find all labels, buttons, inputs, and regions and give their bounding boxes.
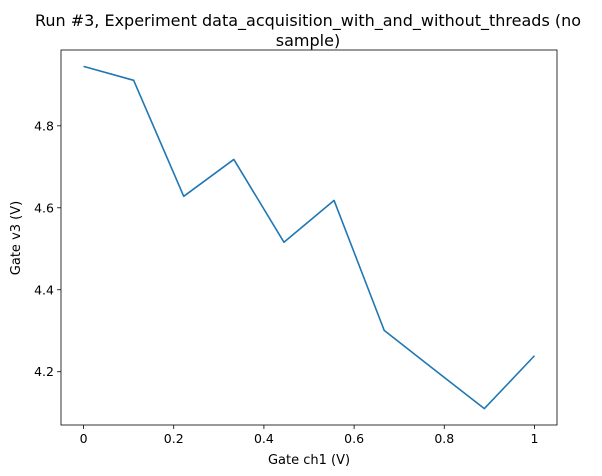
x-axis-label: Gate ch1 (V): [268, 453, 350, 468]
x-tick-label-2: 0.4: [254, 431, 274, 446]
plot-area: 0 0.2 0.4 0.6 0.8 1 4.2 4.4 4.6 4.8: [34, 49, 558, 446]
x-tick-label-4: 0.8: [434, 431, 454, 446]
y-tick-label-0: 4.2: [34, 364, 54, 379]
chart-title-line-2: sample): [276, 31, 340, 50]
axes-frame: [60, 49, 558, 426]
x-tick-label-0: 0: [80, 431, 88, 446]
x-tick-label-1: 0.2: [164, 431, 184, 446]
x-tick-label-5: 1: [530, 431, 538, 446]
series-line-0: [83, 65, 536, 410]
y-tick-label-2: 4.6: [34, 200, 54, 215]
chart-title-line-1: Run #3, Experiment data_acquisition_with…: [35, 11, 581, 31]
y-axis-label: Gate v3 (V): [9, 201, 24, 275]
y-tick-label-3: 4.8: [34, 118, 54, 133]
y-tick-label-1: 4.4: [34, 282, 54, 297]
x-tick-label-3: 0.6: [344, 431, 364, 446]
